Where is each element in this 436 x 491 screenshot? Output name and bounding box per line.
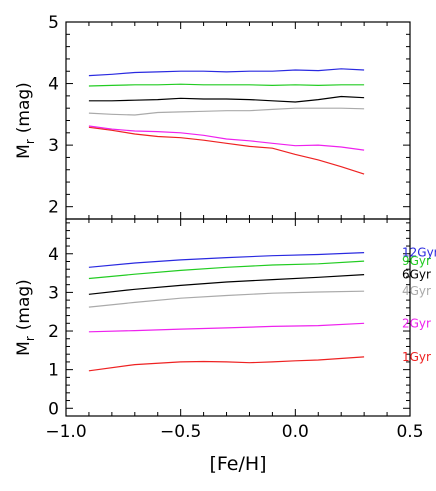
series-label-6gyr: 6Gyr: [402, 268, 431, 282]
y-tick-label: 4: [48, 245, 59, 265]
series-label-9gyr: 9Gyr: [402, 254, 431, 268]
plot-frame: [65, 21, 411, 220]
y-axis-label-unit: (mag): [14, 279, 34, 330]
series-line-0: [88, 68, 365, 77]
plot-frame: [65, 218, 411, 417]
series-label-2gyr: 2Gyr: [402, 316, 431, 330]
x-tick-label: 0.0: [282, 422, 309, 442]
series-line-3: [88, 107, 365, 116]
x-tick-label: 0.5: [396, 422, 423, 442]
series-line-6gyr: [88, 274, 365, 295]
series-line-1: [88, 83, 365, 87]
y-tick-label: 2: [48, 198, 59, 218]
y-tick-label: 3: [48, 283, 59, 303]
series-label-4gyr: 4Gyr: [402, 284, 431, 298]
y-axis-label: Mr (mag): [14, 82, 37, 159]
series-label-12gyr: 12Gyr: [402, 246, 436, 260]
series-line-4gyr: [88, 290, 365, 308]
top-panel: 2 3 4 5 Mr (mag): [14, 13, 411, 220]
y-axis-label: Mr (mag): [14, 279, 37, 356]
series-line-1gyr: [88, 356, 365, 372]
x-axis-label: [Fe/H]: [209, 453, 266, 475]
y-tick-label: 4: [48, 75, 59, 95]
x-tick-label: −0.5: [160, 422, 201, 442]
y-axis-label-main: M: [14, 341, 34, 356]
series-line-5: [88, 126, 365, 175]
series-line-12gyr: [88, 252, 365, 268]
y-tick-label: 2: [48, 322, 59, 342]
y-tick-label: 5: [48, 13, 59, 33]
y-tick-label: 0: [48, 399, 59, 419]
series-line-2: [88, 95, 365, 103]
y-axis-label-sub: r: [23, 139, 37, 144]
series-line-4: [88, 125, 365, 151]
series-line-9gyr: [88, 260, 365, 280]
y-axis-label-unit: (mag): [14, 82, 34, 133]
x-tick-label: −1.0: [45, 422, 86, 442]
y-axis-label-main: M: [14, 144, 34, 159]
y-tick-label: 3: [48, 136, 59, 156]
y-axis-label-sub: r: [23, 336, 37, 341]
series-line-2gyr: [88, 322, 365, 333]
y-tick-label: 1: [48, 361, 59, 381]
series-label-1gyr: 1Gyr: [402, 350, 431, 364]
